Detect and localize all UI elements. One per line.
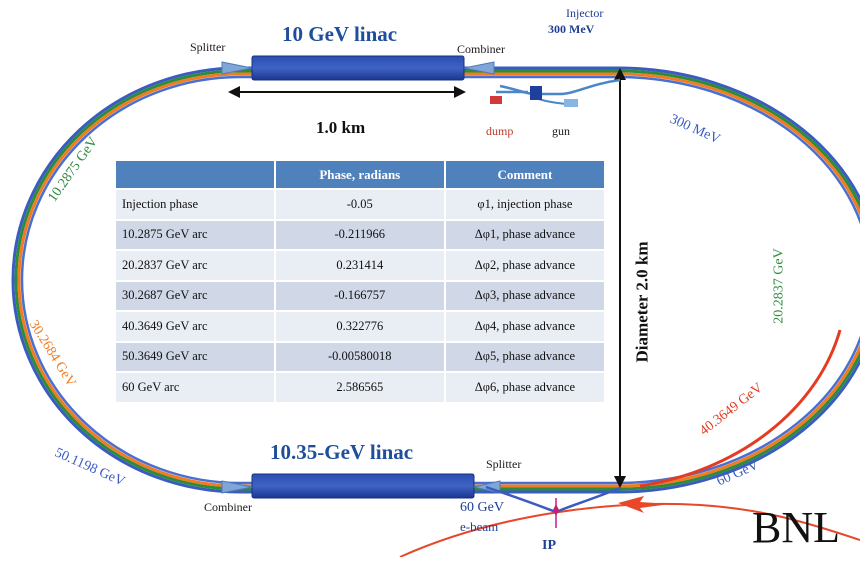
row-comment: φ1, injection phase	[444, 188, 607, 220]
table-row: 40.3649 GeV arc 0.322776 Δφ4, phase adva…	[116, 310, 607, 342]
row-phase: -0.211966	[274, 218, 446, 250]
beamline-green	[14, 69, 860, 491]
arc-label-20-2837: 20.2837 GeV	[771, 248, 787, 324]
gun-label: gun	[552, 124, 570, 138]
table-row: 50.3649 GeV arc -0.00580018 Δφ5, phase a…	[116, 340, 607, 372]
header-blank	[116, 161, 276, 189]
row-phase: -0.00580018	[274, 340, 446, 372]
dump-label: dump	[486, 124, 514, 138]
phase-table-header: Phase, radians Comment	[116, 161, 607, 189]
combiner-top-label: Combiner	[457, 42, 505, 56]
bottom-linac-label: 10.35-GeV linac	[270, 440, 414, 464]
row-label: 20.2837 GeV arc	[116, 249, 276, 281]
row-phase: -0.166757	[274, 279, 446, 311]
beamline-red-segment	[639, 329, 842, 488]
top-linac-label: 10 GeV linac	[282, 22, 398, 46]
row-comment: Δφ1, phase advance	[444, 218, 607, 250]
table-row: 60 GeV arc 2.586565 Δφ6, phase advance	[116, 371, 607, 402]
row-comment: Δφ5, phase advance	[444, 340, 607, 372]
row-label: 40.3649 GeV arc	[116, 310, 276, 342]
bottom-linac	[251, 473, 475, 499]
combiner-bottom-label: Combiner	[204, 500, 252, 514]
bnl-arrow	[618, 496, 670, 513]
racetrack-beamlines	[11, 66, 860, 494]
splitter-bottom-label: Splitter	[486, 457, 522, 471]
beamline-orange	[17, 72, 860, 488]
length-arrow	[228, 86, 466, 98]
diameter-arrow	[614, 68, 626, 488]
table-row: Injection phase -0.05 φ1, injection phas…	[116, 188, 607, 220]
beamline-inner-blue	[20, 75, 860, 485]
injector-system	[490, 78, 621, 107]
table-row: 10.2875 GeV arc -0.211966 Δφ1, phase adv…	[116, 218, 607, 250]
row-phase: 0.231414	[274, 249, 446, 281]
ip-marker	[553, 504, 559, 516]
header-comment: Comment	[444, 161, 607, 189]
splitter-top-label: Splitter	[190, 40, 226, 54]
row-comment: Δφ3, phase advance	[444, 279, 607, 311]
table-row: 20.2837 GeV arc 0.231414 Δφ2, phase adva…	[116, 249, 607, 281]
row-phase: 0.322776	[274, 310, 446, 342]
injector-block	[530, 86, 542, 100]
gun-block	[564, 99, 578, 107]
row-comment: Δφ6, phase advance	[444, 371, 607, 402]
bnl-label: BNL	[752, 503, 840, 552]
injector-energy-label: 300 MeV	[548, 22, 595, 36]
row-label: 50.3649 GeV arc	[116, 340, 276, 372]
combiner-bottom-arrow	[221, 480, 253, 494]
injector-label: Injector	[566, 6, 604, 20]
row-phase: 2.586565	[274, 371, 446, 402]
gev-60-bottom-label: 60 GeV	[460, 500, 504, 515]
combiner-top-arrow	[463, 61, 495, 75]
ion-beam	[399, 502, 860, 558]
row-label: Injection phase	[116, 188, 276, 220]
diameter-label: Diameter 2.0 km	[632, 241, 652, 363]
ip-label: IP	[542, 538, 556, 553]
phase-table: Phase, radians Comment Injection phase -…	[116, 161, 607, 402]
table-row: 30.2687 GeV arc -0.166757 Δφ3, phase adv…	[116, 279, 607, 311]
ebeam-label: e-beam	[460, 519, 499, 534]
ip-region	[399, 485, 860, 558]
top-linac	[251, 55, 465, 81]
row-phase: -0.05	[274, 188, 446, 220]
splitter-top-arrow	[221, 61, 253, 75]
row-label: 30.2687 GeV arc	[116, 279, 276, 311]
row-label: 10.2875 GeV arc	[116, 218, 276, 250]
row-label: 60 GeV arc	[116, 371, 276, 402]
beamline-outer-blue	[11, 66, 860, 494]
dump-block	[490, 96, 502, 104]
row-comment: Δφ4, phase advance	[444, 310, 607, 342]
row-comment: Δφ2, phase advance	[444, 249, 607, 281]
length-label: 1.0 km	[316, 118, 366, 137]
header-phase: Phase, radians	[274, 161, 446, 189]
